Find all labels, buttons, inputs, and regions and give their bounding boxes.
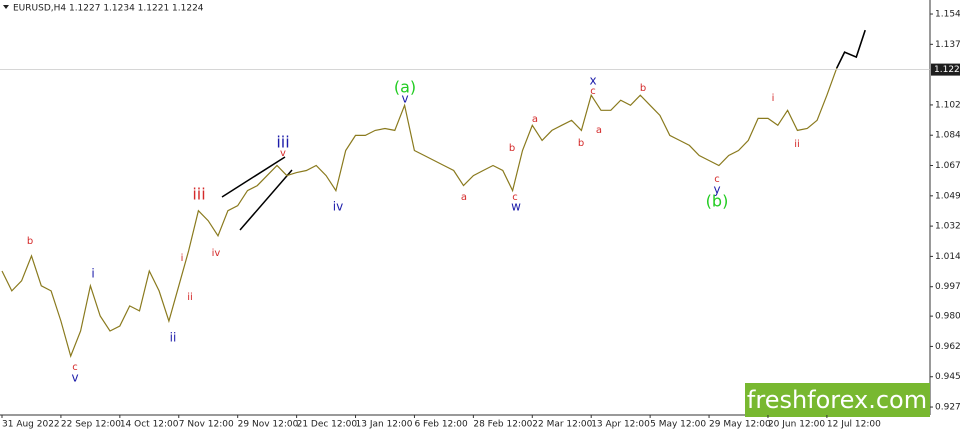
y-tick-label: 1.1370 <box>935 40 960 50</box>
y-tick-label: 1.0145 <box>935 252 960 262</box>
x-tick-label: 13 Jan 12:00 <box>356 420 413 430</box>
x-tick-label: 14 Oct 12:00 <box>120 420 179 430</box>
y-tick-label: 1.0670 <box>935 161 960 171</box>
x-tick-label: 28 Feb 12:00 <box>473 420 532 430</box>
y-tick-label: 1.0320 <box>935 222 960 232</box>
forecast-line <box>835 29 866 69</box>
x-tick-label: 12 Jul 12:00 <box>827 420 881 430</box>
wave-label: a <box>461 192 467 203</box>
x-tick-label: 6 Feb 12:00 <box>414 420 468 430</box>
wave-label: (b) <box>706 192 729 211</box>
wave-label: iv <box>333 200 343 214</box>
wave-label: ii <box>794 139 800 150</box>
wave-label: i <box>91 267 94 281</box>
last-price-label: 1.1224 <box>934 65 960 75</box>
x-tick-label: 20 Jun 12:00 <box>768 420 825 430</box>
wave-label: a <box>532 114 538 125</box>
watermark-box <box>745 383 930 417</box>
wave-label: b <box>27 236 33 247</box>
wedge-line <box>221 156 286 198</box>
wave-label: b <box>640 83 646 94</box>
wave-label: c <box>512 192 518 203</box>
wave-label: ii <box>187 292 193 303</box>
wave-label: i <box>772 93 775 104</box>
wave-label: c <box>590 86 596 97</box>
wave-label: (a) <box>394 78 416 97</box>
x-tick-label: 21 Dec 12:00 <box>297 420 358 430</box>
wave-label: v <box>71 371 78 385</box>
x-tick-label: 31 Aug 2022 <box>2 420 60 430</box>
chart-header: EURUSD,H4 1.1227 1.1234 1.1221 1.1224 <box>13 4 204 14</box>
y-tick-label: 1.1020 <box>935 100 960 110</box>
y-tick-label: 0.9275 <box>935 403 960 413</box>
x-tick-label: 7 Nov 12:00 <box>179 420 234 430</box>
wave-label: iv <box>212 248 221 259</box>
menu-arrow <box>3 5 9 9</box>
x-tick-label: 13 Apr 12:00 <box>591 420 650 430</box>
x-tick-label: 29 May 12:00 <box>709 420 771 430</box>
x-tick-label: 5 May 12:00 <box>650 420 706 430</box>
wave-label: iii <box>192 185 205 204</box>
wave-label: iii <box>276 133 289 152</box>
wave-label: c <box>72 362 78 373</box>
wave-label: a <box>596 125 602 136</box>
y-tick-label: 0.9625 <box>935 342 960 352</box>
wave-label: v <box>280 148 286 159</box>
wave-label: w <box>511 200 521 214</box>
x-tick-label: 22 Sep 12:00 <box>61 420 121 430</box>
wave-label: ii <box>170 331 177 345</box>
wave-label: b <box>578 138 584 149</box>
wave-label: y <box>713 183 720 197</box>
wave-label: x <box>589 74 596 88</box>
wave-label: i <box>181 253 184 264</box>
y-tick-label: 1.0495 <box>935 191 960 201</box>
wave-label: b <box>509 143 515 154</box>
y-tick-label: 1.1545 <box>935 10 960 20</box>
x-tick-label: 22 Mar 12:00 <box>532 420 592 430</box>
wave-label: c <box>714 174 720 185</box>
x-tick-label: 29 Nov 12:00 <box>238 420 299 430</box>
price-line <box>1 67 838 358</box>
wave-label: v <box>401 92 408 106</box>
watermark: freshforex.com <box>747 386 927 414</box>
wedge-line <box>239 169 293 231</box>
y-tick-label: 1.0845 <box>935 131 960 141</box>
last-price-box <box>931 63 960 76</box>
